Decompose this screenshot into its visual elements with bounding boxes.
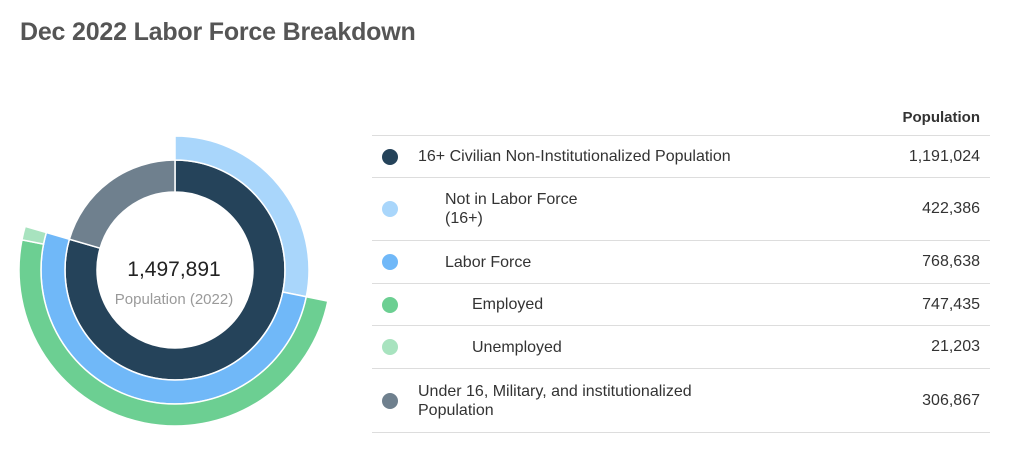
table-header: Population <box>372 102 990 136</box>
legend-dot-icon <box>382 392 398 409</box>
row-label: Not in Labor Force (16+) <box>445 191 578 227</box>
center-total-value: 1,497,891 <box>127 258 221 281</box>
legend-dot-icon <box>382 148 398 165</box>
table-row-not-in-labor-force[interactable]: Not in Labor Force (16+) 422,386 <box>372 178 990 241</box>
row-label: 16+ Civilian Non-Institutionalized Popul… <box>418 148 731 165</box>
row-value: 768,638 <box>922 253 980 270</box>
row-label: Unemployed <box>472 338 562 356</box>
row-value: 422,386 <box>922 200 980 217</box>
row-value: 747,435 <box>922 295 980 313</box>
row-value: 21,203 <box>931 338 980 355</box>
population-table: Population 16+ Civilian Non-Institutiona… <box>372 102 990 433</box>
donut-slice-under-16-military[interactable] <box>68 159 176 250</box>
row-label: Employed <box>472 296 544 313</box>
legend-dot-icon <box>382 296 398 313</box>
table-row-labor-force[interactable]: Labor Force 768,638 <box>372 241 990 284</box>
population-column-header: Population <box>902 109 981 126</box>
table-row-employed[interactable]: Employed 747,435 <box>372 284 990 326</box>
center-total-label: Population (2022) <box>114 291 234 308</box>
row-label: Labor Force <box>445 253 532 271</box>
table-row-civilian[interactable]: 16+ Civilian Non-Institutionalized Popul… <box>372 136 990 178</box>
donut-slice-unemployed[interactable] <box>21 225 48 245</box>
legend-dot-icon <box>382 254 398 270</box>
legend-dot-icon <box>382 201 398 217</box>
table-row-under-16-military[interactable]: Under 16, Military, and institutionalize… <box>372 369 990 433</box>
page-title: Dec 2022 Labor Force Breakdown <box>20 18 416 46</box>
row-value: 306,867 <box>922 391 980 409</box>
legend-dot-icon <box>382 339 398 355</box>
table-row-unemployed[interactable]: Unemployed 21,203 <box>372 326 990 369</box>
row-value: 1,191,024 <box>908 147 980 165</box>
sunburst-donut-chart <box>18 135 329 427</box>
row-label: Under 16, Military, and institutionalize… <box>418 382 692 419</box>
